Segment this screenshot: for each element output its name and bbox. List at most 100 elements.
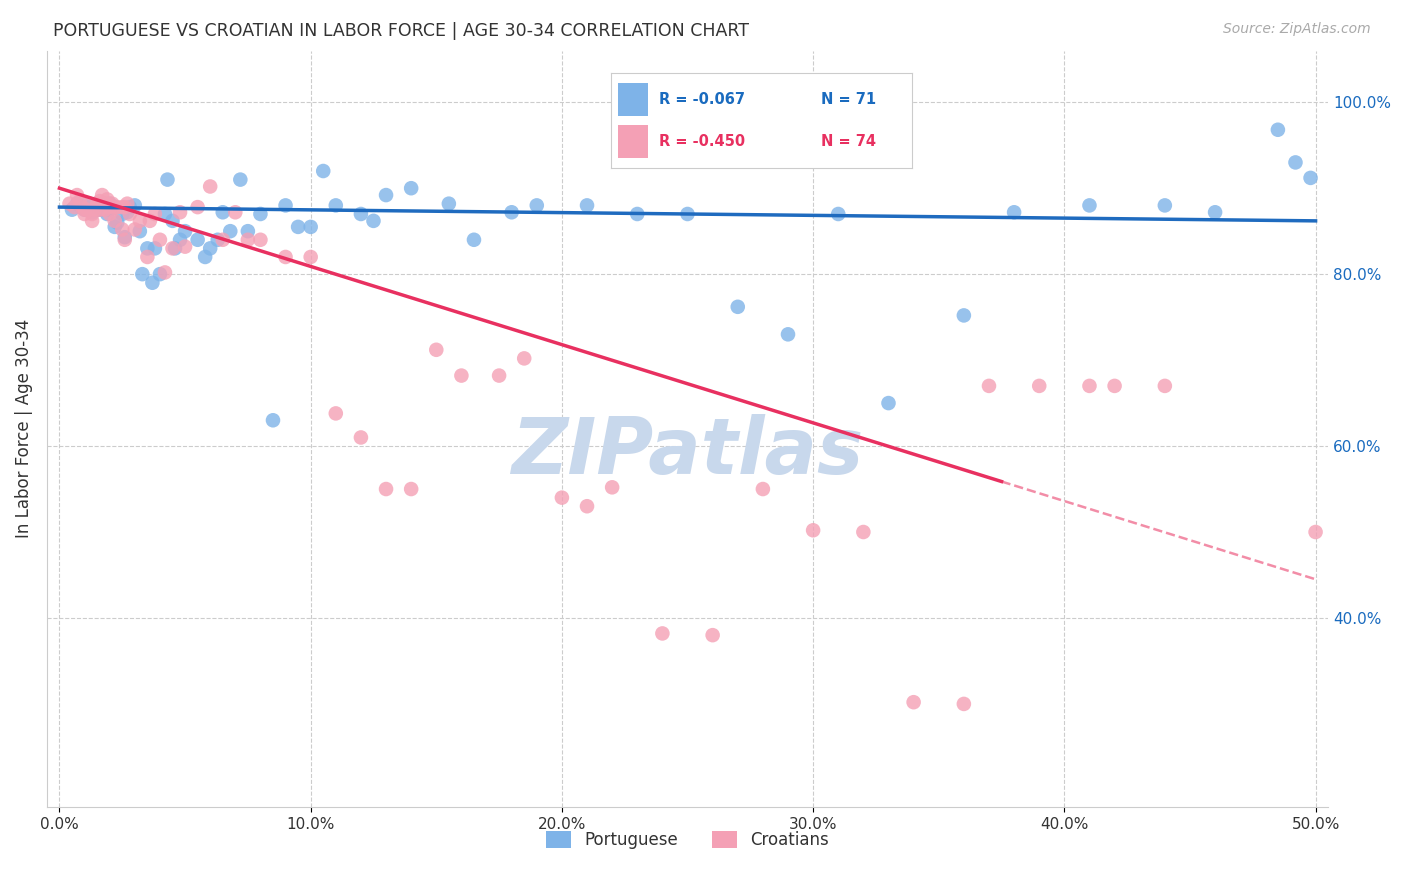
Y-axis label: In Labor Force | Age 30-34: In Labor Force | Age 30-34 (15, 319, 32, 539)
Point (1267, 122, 1289, 136)
Point (111, 222, 134, 236)
Point (70, 200, 93, 214)
Point (169, 205, 191, 219)
Point (58, 196, 80, 211)
Point (752, 482, 775, 496)
Point (375, 482, 398, 496)
Point (1153, 379, 1175, 393)
Point (236, 224, 259, 238)
Point (576, 198, 599, 212)
Point (124, 198, 146, 212)
Point (82, 207, 104, 221)
Point (363, 214, 385, 228)
Point (141, 276, 163, 290)
Point (86, 200, 108, 214)
Point (96, 196, 118, 211)
Point (450, 368, 472, 383)
Point (198, 179, 221, 194)
Point (153, 207, 176, 221)
Legend: Portuguese, Croatians: Portuguese, Croatians (540, 824, 835, 855)
Text: PORTUGUESE VS CROATIAN IN LABOR FORCE | AGE 30-34 CORRELATION CHART: PORTUGUESE VS CROATIAN IN LABOR FORCE | … (53, 22, 749, 40)
Point (229, 172, 252, 186)
Point (131, 267, 153, 281)
Point (96, 207, 118, 221)
Point (1305, 524, 1327, 539)
Point (236, 233, 259, 247)
Point (526, 198, 548, 212)
Point (162, 214, 184, 228)
Point (576, 500, 599, 514)
Point (98, 202, 121, 217)
Point (105, 216, 128, 230)
Point (104, 200, 127, 214)
Point (82, 205, 104, 219)
Point (1153, 198, 1175, 212)
Point (299, 250, 322, 264)
Point (274, 198, 297, 212)
Point (198, 241, 221, 255)
Point (104, 219, 127, 234)
Point (117, 205, 139, 219)
Point (143, 207, 166, 221)
Point (350, 430, 373, 444)
Point (139, 214, 162, 228)
Point (187, 200, 209, 214)
Point (501, 205, 523, 219)
Point (852, 524, 875, 539)
Point (425, 343, 447, 357)
Point (399, 482, 422, 496)
Point (953, 309, 976, 323)
Point (877, 396, 900, 410)
Point (375, 188, 398, 202)
Point (174, 240, 197, 254)
Point (66, 188, 89, 202)
Point (111, 200, 134, 214)
Point (274, 250, 297, 264)
Point (827, 207, 849, 221)
Point (702, 628, 724, 642)
Point (312, 164, 335, 178)
Point (136, 241, 159, 255)
Point (63, 200, 86, 214)
Point (89, 194, 111, 208)
Point (114, 233, 136, 247)
Point (488, 368, 510, 383)
Point (73, 207, 96, 221)
Point (128, 224, 150, 238)
Point (1284, 155, 1306, 169)
Point (1078, 198, 1101, 212)
Text: ZIPatlas: ZIPatlas (512, 414, 863, 490)
Point (325, 406, 347, 420)
Point (626, 207, 648, 221)
Point (350, 207, 373, 221)
Point (60, 202, 83, 217)
Point (73, 198, 96, 212)
Point (211, 233, 233, 247)
Point (118, 200, 141, 214)
Point (801, 523, 824, 537)
Point (187, 233, 209, 247)
Point (93, 198, 115, 212)
Point (105, 200, 128, 214)
Point (953, 697, 976, 711)
Point (69, 194, 91, 208)
Point (903, 695, 925, 709)
Point (101, 196, 124, 211)
Point (651, 626, 673, 640)
Point (66, 196, 89, 211)
Point (437, 196, 460, 211)
Point (143, 241, 166, 255)
Point (1078, 379, 1101, 393)
Point (249, 233, 271, 247)
Point (174, 224, 197, 238)
Point (82, 214, 104, 228)
Point (169, 233, 191, 247)
Point (96, 193, 118, 207)
Point (111, 207, 134, 221)
Point (118, 207, 141, 221)
Point (86, 196, 108, 211)
Point (156, 172, 179, 186)
Point (600, 480, 623, 494)
Point (249, 207, 271, 221)
Point (117, 196, 139, 211)
